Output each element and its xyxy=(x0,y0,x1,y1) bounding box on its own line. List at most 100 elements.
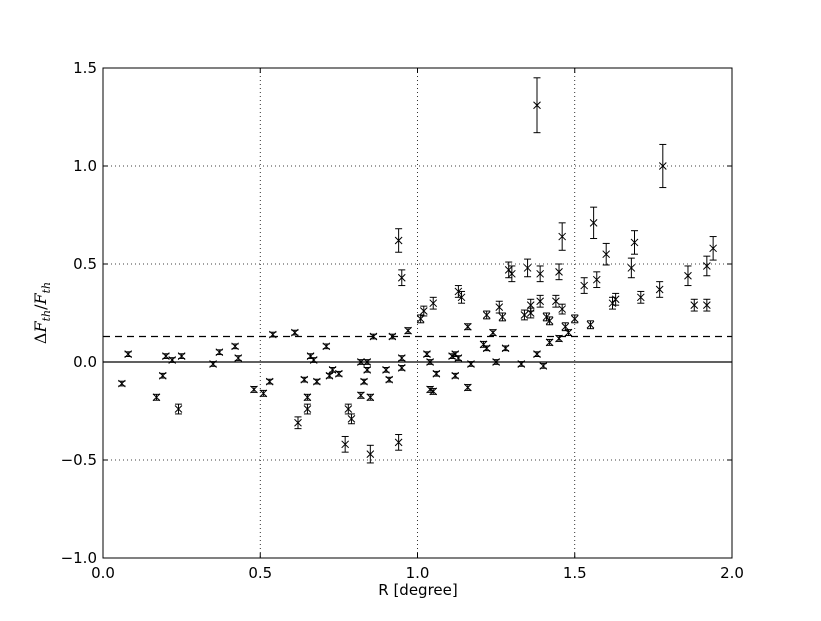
x-marker xyxy=(363,358,372,366)
reference-lines xyxy=(103,335,732,363)
x-marker xyxy=(357,358,365,366)
x-marker xyxy=(602,250,611,259)
x-marker xyxy=(419,307,428,315)
data-point xyxy=(451,350,460,359)
x-marker xyxy=(504,266,513,274)
data-point xyxy=(162,352,170,360)
x-marker xyxy=(335,369,343,378)
data-point xyxy=(636,290,645,304)
data-point xyxy=(463,322,472,331)
data-point xyxy=(385,375,394,384)
x-marker xyxy=(300,375,309,384)
x-marker xyxy=(385,375,394,384)
x-marker xyxy=(526,301,535,310)
data-point xyxy=(397,354,406,362)
x-marker xyxy=(416,315,425,323)
data-point xyxy=(545,338,554,347)
x-marker xyxy=(303,405,312,413)
x-marker xyxy=(520,311,529,319)
x-marker xyxy=(162,352,170,360)
data-point xyxy=(168,356,177,364)
x-marker xyxy=(702,301,711,310)
x-marker xyxy=(432,369,441,378)
x-marker xyxy=(580,281,589,290)
data-point xyxy=(555,334,563,343)
x-marker xyxy=(479,340,488,349)
ylabel-sub1: th xyxy=(40,310,53,322)
data-point xyxy=(328,365,337,374)
data-point xyxy=(344,403,353,415)
grid xyxy=(103,68,732,558)
y-tick-label: −1.0 xyxy=(61,549,97,567)
data-point xyxy=(394,434,403,451)
x-marker xyxy=(552,297,560,306)
data-point xyxy=(495,300,504,314)
data-point xyxy=(533,350,541,359)
x-marker xyxy=(265,377,274,386)
data-point xyxy=(234,354,243,362)
data-point xyxy=(655,281,664,298)
x-marker xyxy=(429,387,438,396)
x-marker xyxy=(394,236,403,245)
x-marker xyxy=(630,238,639,247)
data-point xyxy=(303,403,312,415)
data-point xyxy=(507,265,516,283)
data-point xyxy=(259,389,268,398)
data-point xyxy=(467,360,475,368)
x-marker xyxy=(303,393,312,402)
x-tick-labels: 0.0 0.5 1.0 1.5 2.0 xyxy=(91,564,744,582)
data-point xyxy=(432,369,441,378)
data-point xyxy=(630,230,639,255)
x-marker xyxy=(158,371,167,380)
x-marker xyxy=(570,315,579,323)
x-marker xyxy=(382,365,390,374)
x-marker xyxy=(360,377,368,386)
data-point xyxy=(555,263,563,281)
x-marker xyxy=(690,301,699,310)
x-marker xyxy=(545,316,554,325)
ylabel-slash: / xyxy=(31,304,50,310)
data-point xyxy=(382,365,390,374)
x-marker xyxy=(684,271,692,280)
x-marker xyxy=(215,348,224,357)
data-point xyxy=(388,332,397,341)
x-marker xyxy=(268,330,277,339)
y-axis-title: ΔFth/Fth xyxy=(31,282,53,344)
x-marker xyxy=(306,352,315,360)
y-tick-label: 1.5 xyxy=(73,59,97,77)
y-tick-label: 0.5 xyxy=(73,255,97,273)
data-point xyxy=(174,403,183,415)
x-marker xyxy=(234,354,243,362)
x-tick-label: 0.0 xyxy=(91,564,115,582)
x-marker xyxy=(702,262,711,270)
x-marker xyxy=(423,350,431,359)
data-point xyxy=(177,352,186,360)
x-marker xyxy=(467,360,475,368)
x-marker xyxy=(627,264,636,272)
x-marker xyxy=(294,418,302,427)
data-point xyxy=(457,290,466,304)
x-marker xyxy=(309,356,318,364)
data-point xyxy=(306,352,315,360)
x-marker xyxy=(397,273,406,282)
data-point xyxy=(423,350,431,359)
data-point xyxy=(360,377,368,386)
data-point xyxy=(215,348,224,357)
data-point xyxy=(322,342,331,351)
x-marker xyxy=(463,322,472,331)
data-point xyxy=(545,316,554,326)
x-marker xyxy=(250,385,258,394)
x-tick-label: 0.5 xyxy=(248,564,272,582)
data-point xyxy=(702,255,711,277)
x-marker xyxy=(586,320,595,329)
data-point xyxy=(454,354,463,362)
data-point xyxy=(504,261,513,279)
data-point xyxy=(397,269,406,287)
x-marker xyxy=(555,267,563,276)
data-point xyxy=(394,228,403,253)
data-point xyxy=(564,328,573,337)
x-marker xyxy=(592,275,601,284)
data-point xyxy=(501,344,510,353)
data-point xyxy=(586,320,595,330)
